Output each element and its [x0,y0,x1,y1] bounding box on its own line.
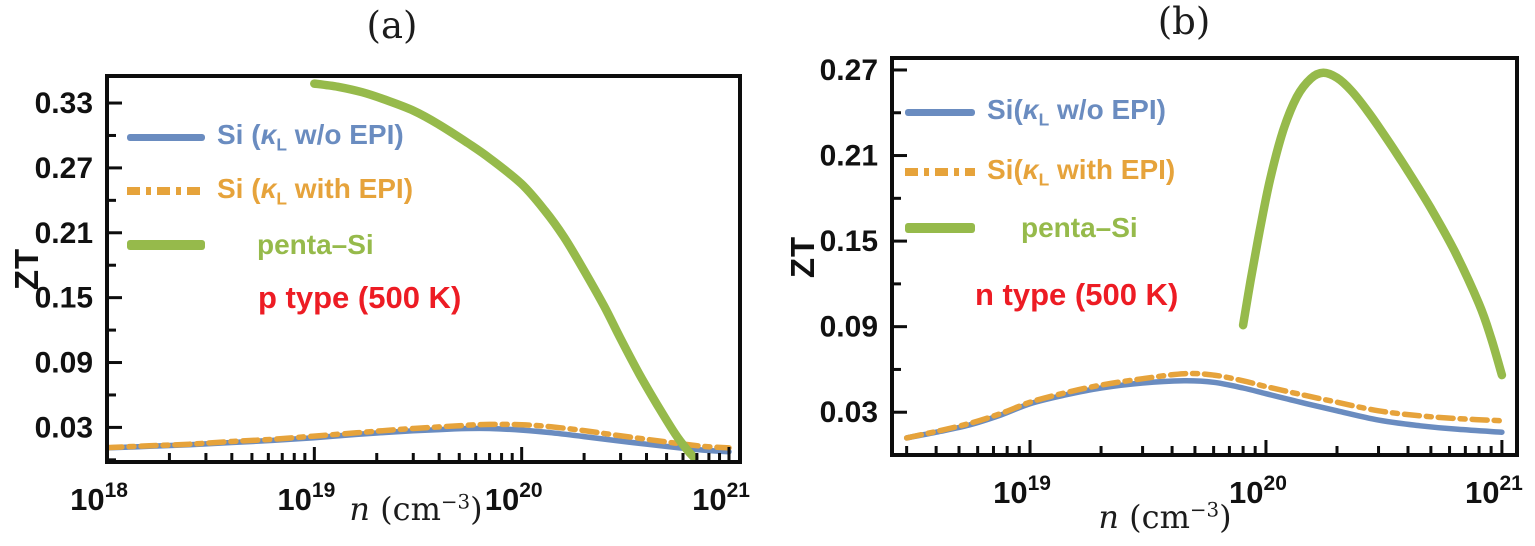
svg-text:0.03: 0.03 [820,396,878,429]
legend-item-penta-si: penta–Si [905,210,1138,246]
svg-text:0.03: 0.03 [35,411,93,444]
legend-item-si-wo-epi: Si(κL w/o EPI) [905,94,1166,130]
svg-text:1020: 1020 [1229,472,1287,510]
legend-label: Si(κL with EPI) [987,153,1176,190]
series-orange-dashdot [903,370,1505,441]
legend-item-si-with-epi: Si(κL with EPI) [905,154,1175,190]
legend-line-orange-dashdot-icon [905,168,975,176]
legend-line-blue-icon [905,108,975,116]
panel-a-title: (a) [366,4,418,47]
series-blue-solid [903,378,1505,441]
svg-text:0.21: 0.21 [35,217,93,250]
svg-text:1019: 1019 [993,472,1051,510]
legend-item-si-with-epi: Si (κL with EPI) [127,173,413,209]
legend-line-blue-icon [127,133,205,141]
legend-line-green-icon [127,240,205,250]
svg-text:0.09: 0.09 [820,311,878,344]
legend-item-si-wo-epi: Si (κL w/o EPI) [127,119,404,155]
panel-b-ylabel: ZT [784,235,822,279]
panel-b-title: (b) [1157,0,1211,43]
panel-b-annotation: n type (500 K) [975,277,1179,312]
svg-text:1019: 1019 [277,479,335,517]
panel-a-xlabel: n (cm−3) [349,490,483,528]
legend-label: penta–Si [1021,212,1138,243]
svg-text:1018: 1018 [70,479,128,517]
panel-a-annotation: p type (500 K) [258,280,462,315]
svg-text:0.33: 0.33 [35,87,93,120]
svg-text:0.27: 0.27 [35,152,93,185]
svg-text:1021: 1021 [692,479,750,517]
legend-label: Si (κL w/o EPI) [217,118,404,155]
svg-text:1021: 1021 [1465,472,1523,510]
svg-text:0.15: 0.15 [35,282,93,315]
svg-text:0.15: 0.15 [820,225,878,258]
legend-line-orange-dashdot-icon [127,187,205,195]
svg-text:0.21: 0.21 [820,140,878,173]
svg-text:1020: 1020 [485,479,543,517]
series-green-thick [310,79,699,462]
legend-label: penta–Si [257,229,374,260]
legend-line-green-icon [905,223,975,233]
legend-label: Si(κL w/o EPI) [987,93,1166,130]
legend-label: Si (κL with EPI) [217,172,414,209]
svg-text:0.09: 0.09 [35,347,93,380]
svg-text:0.27: 0.27 [820,54,878,87]
series-green-thick [1238,68,1507,380]
legend-item-penta-si: penta–Si [127,227,374,263]
series-orange-dashdot [106,421,732,451]
panel-b-xlabel: n (cm−3) [1098,498,1232,536]
